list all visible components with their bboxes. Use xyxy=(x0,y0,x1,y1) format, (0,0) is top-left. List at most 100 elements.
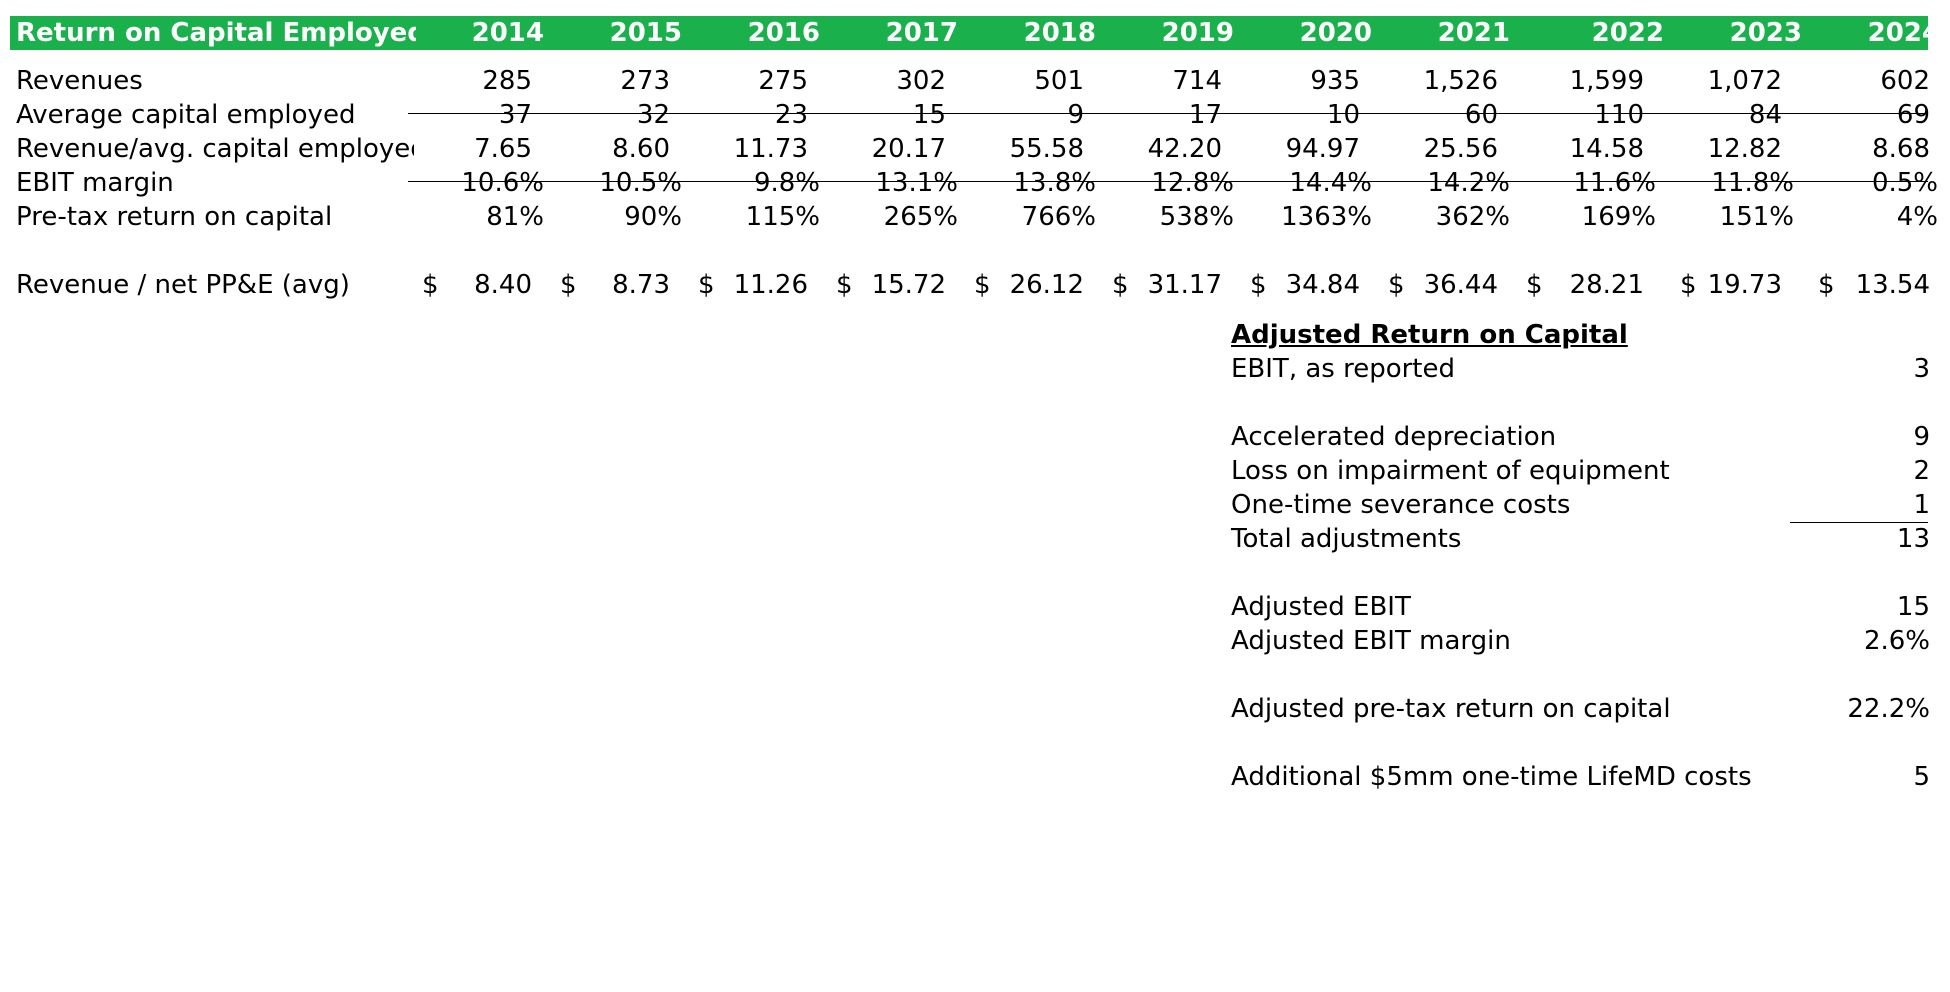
adjusted-item-value: 22.2% xyxy=(1847,694,1930,724)
cell-value: 42.20 xyxy=(1147,134,1222,164)
cell-value: 273 xyxy=(620,66,670,96)
cell-value: 17 xyxy=(1188,100,1222,130)
cell-value: 538% xyxy=(1159,202,1234,232)
cell-value: 37 xyxy=(498,100,532,130)
adjusted-item-label: Additional $5mm one-time LifeMD costs xyxy=(1231,762,1752,792)
cell-value: 9.8% xyxy=(753,168,820,198)
table-title: Return on Capital Employed xyxy=(16,18,416,48)
table-header-row: Return on Capital Employed 2014 2015 201… xyxy=(10,16,1940,50)
currency-symbol: $ xyxy=(1818,270,1835,300)
cell-value: 169% xyxy=(1581,202,1656,232)
cell-value: 935 xyxy=(1310,66,1360,96)
year-header: 2017 xyxy=(885,18,958,48)
adjusted-item-label: Adjusted EBIT margin xyxy=(1231,626,1511,656)
cell-value: 4% xyxy=(1896,202,1938,232)
adjusted-item-value: 5 xyxy=(1913,762,1930,792)
adjusted-item-value: 2.6% xyxy=(1863,626,1930,656)
cell-value: 13.8% xyxy=(1013,168,1096,198)
cell-value: 11.26 xyxy=(733,270,808,300)
adjusted-item-value: 9 xyxy=(1913,422,1930,452)
cell-value: 23 xyxy=(774,100,808,130)
adjusted-item-value: 13 xyxy=(1896,524,1930,554)
table-row-revenue-capital: Revenue/avg. capital employed 7.65 8.60 … xyxy=(10,132,1930,166)
adjusted-item-value: 2 xyxy=(1913,456,1930,486)
cell-value: 26.12 xyxy=(1009,270,1084,300)
cell-value: 90% xyxy=(624,202,682,232)
table-row-avg-capital: Average capital employed 37 32 23 15 9 1… xyxy=(10,98,1930,132)
cell-value: 19.73 xyxy=(1707,270,1782,300)
cell-value: 302 xyxy=(896,66,946,96)
adjusted-item-label: Adjusted EBIT xyxy=(1231,592,1411,622)
cell-value: 10.5% xyxy=(599,168,682,198)
year-header: 2014 xyxy=(471,18,544,48)
underline-rule xyxy=(408,113,1928,114)
cell-value: 14.4% xyxy=(1289,168,1372,198)
table-row-ebit-margin: EBIT margin 10.6% 10.5% 9.8% 13.1% 13.8%… xyxy=(10,166,1938,200)
cell-value: 94.97 xyxy=(1285,134,1360,164)
cell-value: 10 xyxy=(1326,100,1360,130)
cell-value: 12.8% xyxy=(1151,168,1234,198)
currency-symbol: $ xyxy=(1680,270,1697,300)
row-label: Revenues xyxy=(16,66,143,96)
cell-value: 275 xyxy=(758,66,808,96)
adjusted-section-title: Adjusted Return on Capital xyxy=(1231,320,1628,350)
year-header: 2015 xyxy=(609,18,682,48)
adjusted-item-label: Loss on impairment of equipment xyxy=(1231,456,1670,486)
row-label: Average capital employed xyxy=(16,100,356,130)
currency-symbol: $ xyxy=(1526,270,1543,300)
cell-value: 0.5% xyxy=(1871,168,1938,198)
cell-value: 15.72 xyxy=(871,270,946,300)
adjusted-item-value: 1 xyxy=(1913,490,1930,520)
cell-value: 31.17 xyxy=(1147,270,1222,300)
cell-value: 8.40 xyxy=(474,270,532,300)
year-header: 2020 xyxy=(1299,18,1372,48)
cell-value: 12.82 xyxy=(1707,134,1782,164)
cell-value: 34.84 xyxy=(1285,270,1360,300)
cell-value: 69 xyxy=(1896,100,1930,130)
cell-value: 25.56 xyxy=(1423,134,1498,164)
year-header: 2019 xyxy=(1161,18,1234,48)
cell-value: 13.54 xyxy=(1855,270,1930,300)
cell-value: 9 xyxy=(1067,100,1084,130)
cell-value: 10.6% xyxy=(461,168,544,198)
cell-value: 1363% xyxy=(1281,202,1372,232)
currency-symbol: $ xyxy=(1250,270,1267,300)
cell-value: 60 xyxy=(1464,100,1498,130)
cell-value: 766% xyxy=(1021,202,1096,232)
cell-value: 8.60 xyxy=(612,134,670,164)
cell-value: 714 xyxy=(1172,66,1222,96)
currency-symbol: $ xyxy=(560,270,577,300)
cell-value: 110 xyxy=(1594,100,1644,130)
cell-value: 602 xyxy=(1880,66,1930,96)
currency-symbol: $ xyxy=(836,270,853,300)
currency-symbol: $ xyxy=(1388,270,1405,300)
cell-value: 11.6% xyxy=(1573,168,1656,198)
cell-value: 14.2% xyxy=(1427,168,1510,198)
table-row-pretax-return: Pre-tax return on capital 81% 90% 115% 2… xyxy=(10,200,1938,234)
adjusted-item-label: One-time severance costs xyxy=(1231,490,1571,520)
currency-symbol: $ xyxy=(698,270,715,300)
row-label: Revenue / net PP&E (avg) xyxy=(16,270,350,300)
cell-value: 14.58 xyxy=(1569,134,1644,164)
cell-value: 13.1% xyxy=(875,168,958,198)
total-underline-rule xyxy=(1790,522,1928,523)
cell-value: 11.8% xyxy=(1711,168,1794,198)
cell-value: 151% xyxy=(1719,202,1794,232)
table-row-revenues: Revenues 285 273 275 302 501 714 935 1,5… xyxy=(10,64,1930,98)
cell-value: 15 xyxy=(912,100,946,130)
adjusted-item-label: Adjusted pre-tax return on capital xyxy=(1231,694,1671,724)
adjusted-item-label: Accelerated depreciation xyxy=(1231,422,1557,452)
year-header: 2016 xyxy=(747,18,820,48)
adjusted-item-value: 3 xyxy=(1913,354,1930,384)
underline-rule xyxy=(408,181,1928,182)
cell-value: 20.17 xyxy=(871,134,946,164)
year-header: 2018 xyxy=(1023,18,1096,48)
cell-value: 7.65 xyxy=(474,134,532,164)
table-row-revenue-ppe: Revenue / net PP&E (avg) $ 8.40 $ 8.73 $… xyxy=(10,268,1930,302)
year-header: 2024 xyxy=(1867,18,1940,48)
cell-value: 1,599 xyxy=(1569,66,1644,96)
cell-value: 81% xyxy=(486,202,544,232)
cell-value: 32 xyxy=(636,100,670,130)
cell-value: 36.44 xyxy=(1423,270,1498,300)
